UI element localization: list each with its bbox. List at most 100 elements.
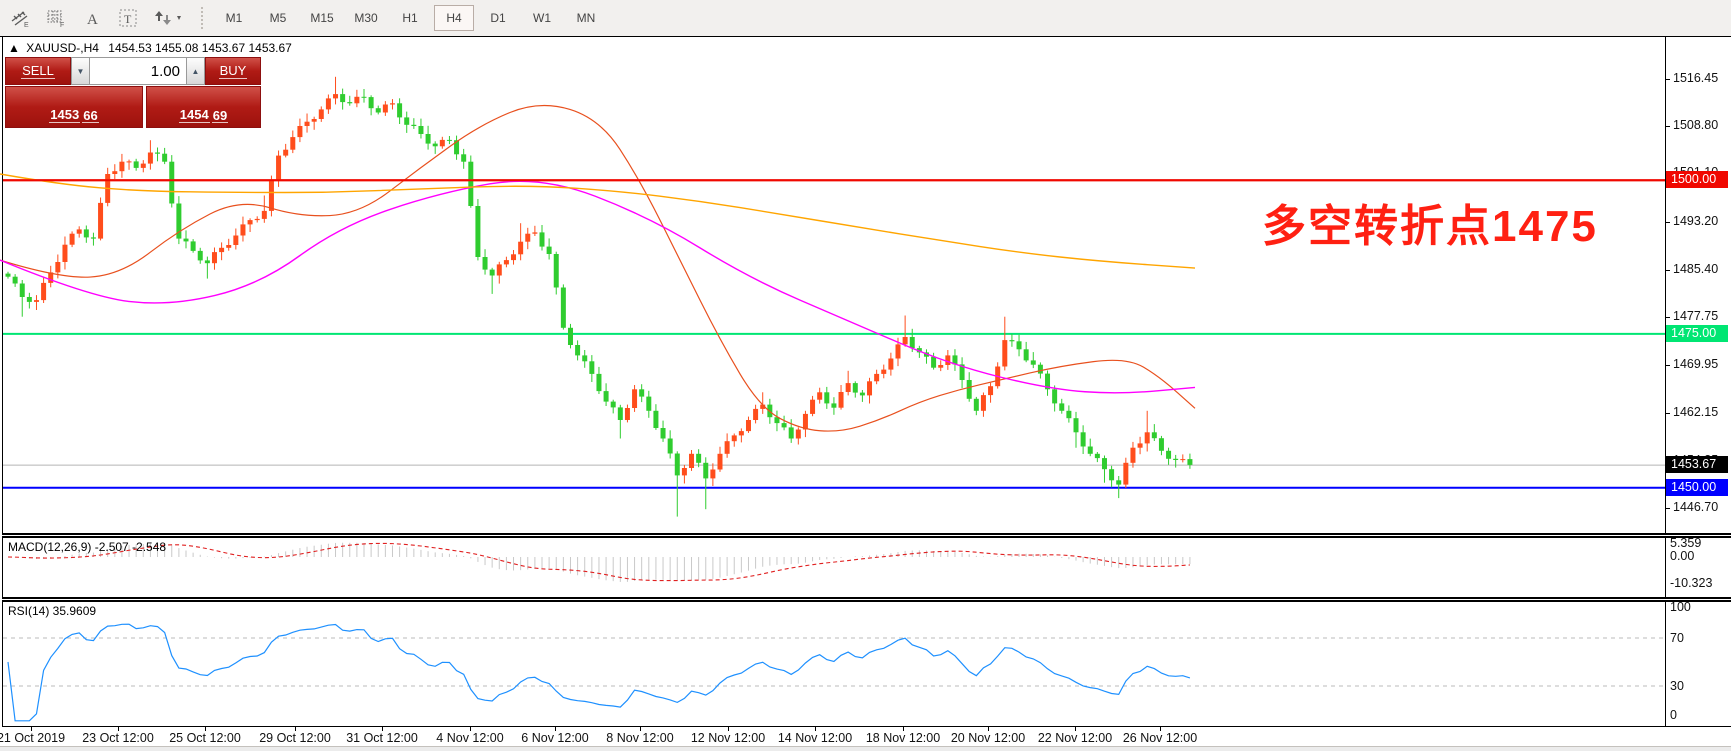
hline-price-badge: 1500.00 xyxy=(1666,171,1728,189)
sell-price-big: 66 xyxy=(82,108,99,124)
price-tick xyxy=(1666,412,1670,414)
timeframe-bar: M1 M5 M15 M30 H1 H4 D1 W1 MN xyxy=(212,5,608,31)
price-tick xyxy=(1666,317,1670,318)
rsi-scale-label: 0 xyxy=(1670,708,1677,722)
time-tick xyxy=(988,727,989,731)
macd-indicator-label: MACD(12,26,9) -2.507 -2.548 xyxy=(8,540,167,554)
timeframe-button-m30[interactable]: M30 xyxy=(354,11,378,25)
svg-text:E: E xyxy=(24,22,29,29)
macd-panel-splitter[interactable] xyxy=(2,533,1731,538)
time-tick xyxy=(118,727,119,731)
ma-mid xyxy=(0,180,1196,394)
price-tick xyxy=(1666,508,1670,509)
volume-increase-button[interactable]: ▲ xyxy=(186,57,205,85)
hline-price-badge: 1475.00 xyxy=(1666,324,1728,342)
rsi-scale-label: 70 xyxy=(1670,631,1684,645)
price-tick xyxy=(1666,222,1670,223)
buy-button[interactable]: BUY xyxy=(205,57,261,85)
volume-decrease-button[interactable]: ▼ xyxy=(71,57,90,85)
price-tick xyxy=(1666,270,1670,271)
price-tick-label: 1485.40 xyxy=(1673,262,1719,276)
buy-price-small: 1454 xyxy=(178,106,210,123)
ohlc-open: 1454.53 xyxy=(108,41,152,55)
time-tick xyxy=(903,727,904,731)
timeframe-button-d1[interactable]: D1 xyxy=(490,11,506,25)
ma-fast xyxy=(0,104,1196,432)
one-click-trade-panel: SELL ▼ ▲ BUY 1453 66 1454 69 xyxy=(5,57,261,128)
price-tick-label: 1462.15 xyxy=(1673,404,1719,419)
svg-text:T: T xyxy=(124,12,132,26)
ohlc-low: 1453.67 xyxy=(201,41,246,55)
sell-price-button[interactable]: 1453 66 xyxy=(5,86,143,128)
window-bottom-strip xyxy=(0,746,1731,751)
toolbar-drag-handle[interactable] xyxy=(200,6,204,30)
collapse-arrow-icon[interactable]: ▲ xyxy=(8,41,20,55)
time-tick-label: 12 Nov 12:00 xyxy=(690,731,766,745)
time-tick-label: 21 Oct 2019 xyxy=(0,731,66,745)
rsi-panel-splitter[interactable] xyxy=(2,597,1731,602)
time-tick xyxy=(815,727,816,731)
timeframe-button-m5[interactable]: M5 xyxy=(269,11,287,25)
time-tick xyxy=(640,727,641,731)
timeframe-button-h4[interactable]: H4 xyxy=(434,5,474,31)
price-tick xyxy=(1666,365,1670,366)
time-tick xyxy=(728,727,729,731)
time-tick-label: 14 Nov 12:00 xyxy=(777,731,853,745)
hline-price-badge: 1450.00 xyxy=(1666,478,1728,496)
timeframe-button-w1[interactable]: W1 xyxy=(533,11,551,25)
time-tick-label: 4 Nov 12:00 xyxy=(436,731,504,745)
price-tick xyxy=(1666,79,1670,80)
arrows-tool-icon[interactable] xyxy=(148,3,190,33)
time-tick xyxy=(382,727,383,731)
ohlc-high: 1455.08 xyxy=(155,41,199,55)
rsi-scale-label: 30 xyxy=(1670,679,1684,693)
time-tick-label: 31 Oct 12:00 xyxy=(346,731,418,745)
macd-scale-label: 5.359 xyxy=(1670,536,1702,550)
time-tick-label: 20 Nov 12:00 xyxy=(950,731,1026,745)
svg-text:A: A xyxy=(87,12,98,28)
timeframe-button-h1[interactable]: H1 xyxy=(402,11,418,25)
time-tick xyxy=(470,727,471,731)
timeframe-button-m1[interactable]: M1 xyxy=(225,11,243,25)
time-tick xyxy=(1075,727,1076,731)
text-tool-icon[interactable]: T xyxy=(112,3,144,33)
text-label-icon[interactable]: A xyxy=(76,3,108,33)
chart-annotation-text: 多空转折点1475 xyxy=(1262,202,1598,251)
svg-text:F: F xyxy=(60,22,64,29)
time-tick-label: 6 Nov 12:00 xyxy=(521,731,589,745)
ma-slow xyxy=(0,173,1196,269)
time-tick-label: 8 Nov 12:00 xyxy=(606,731,674,745)
price-scale-border xyxy=(1665,36,1666,746)
time-tick xyxy=(1160,727,1161,731)
time-tick-label: 29 Oct 12:00 xyxy=(259,731,331,745)
sell-button[interactable]: SELL xyxy=(5,57,71,85)
time-tick-label: 23 Oct 12:00 xyxy=(82,731,154,745)
last-price-badge: 1453.67 xyxy=(1666,456,1728,474)
rsi-indicator-label: RSI(14) 35.9609 xyxy=(8,604,97,618)
price-tick xyxy=(1666,126,1670,127)
symbol-header: ▲ XAUUSD-,H4 1454.53 1455.08 1453.67 145… xyxy=(8,41,292,55)
time-tick-label: 18 Nov 12:00 xyxy=(865,731,941,745)
time-tick xyxy=(555,727,556,731)
timeframe-button-m15[interactable]: M15 xyxy=(310,11,334,25)
sell-price-small: 1453 xyxy=(49,106,81,123)
price-tick-label: 1508.80 xyxy=(1673,118,1719,132)
fibonacci-grid-icon[interactable]: F xyxy=(40,3,72,33)
time-axis[interactable]: 21 Oct 2019 23 Oct 12:00 25 Oct 12:00 29 Oc… xyxy=(0,726,1731,746)
chart-top-border xyxy=(0,36,1731,37)
equidistant-channel-icon[interactable]: E xyxy=(4,3,36,33)
price-tick-label: 1493.20 xyxy=(1673,214,1719,228)
price-tick-label: 1516.45 xyxy=(1673,71,1719,85)
time-tick-label: 22 Nov 12:00 xyxy=(1037,731,1113,745)
time-tick xyxy=(295,727,296,731)
buy-price-button[interactable]: 1454 69 xyxy=(146,86,261,128)
time-tick xyxy=(31,727,32,731)
price-tick-label: 1477.75 xyxy=(1673,309,1719,323)
time-tick-label: 25 Oct 12:00 xyxy=(169,731,241,745)
price-tick-label: 1446.70 xyxy=(1673,500,1719,514)
ohlc-close: 1453.67 xyxy=(248,41,292,55)
volume-input[interactable] xyxy=(90,57,186,85)
timeframe-button-mn[interactable]: MN xyxy=(576,11,596,25)
